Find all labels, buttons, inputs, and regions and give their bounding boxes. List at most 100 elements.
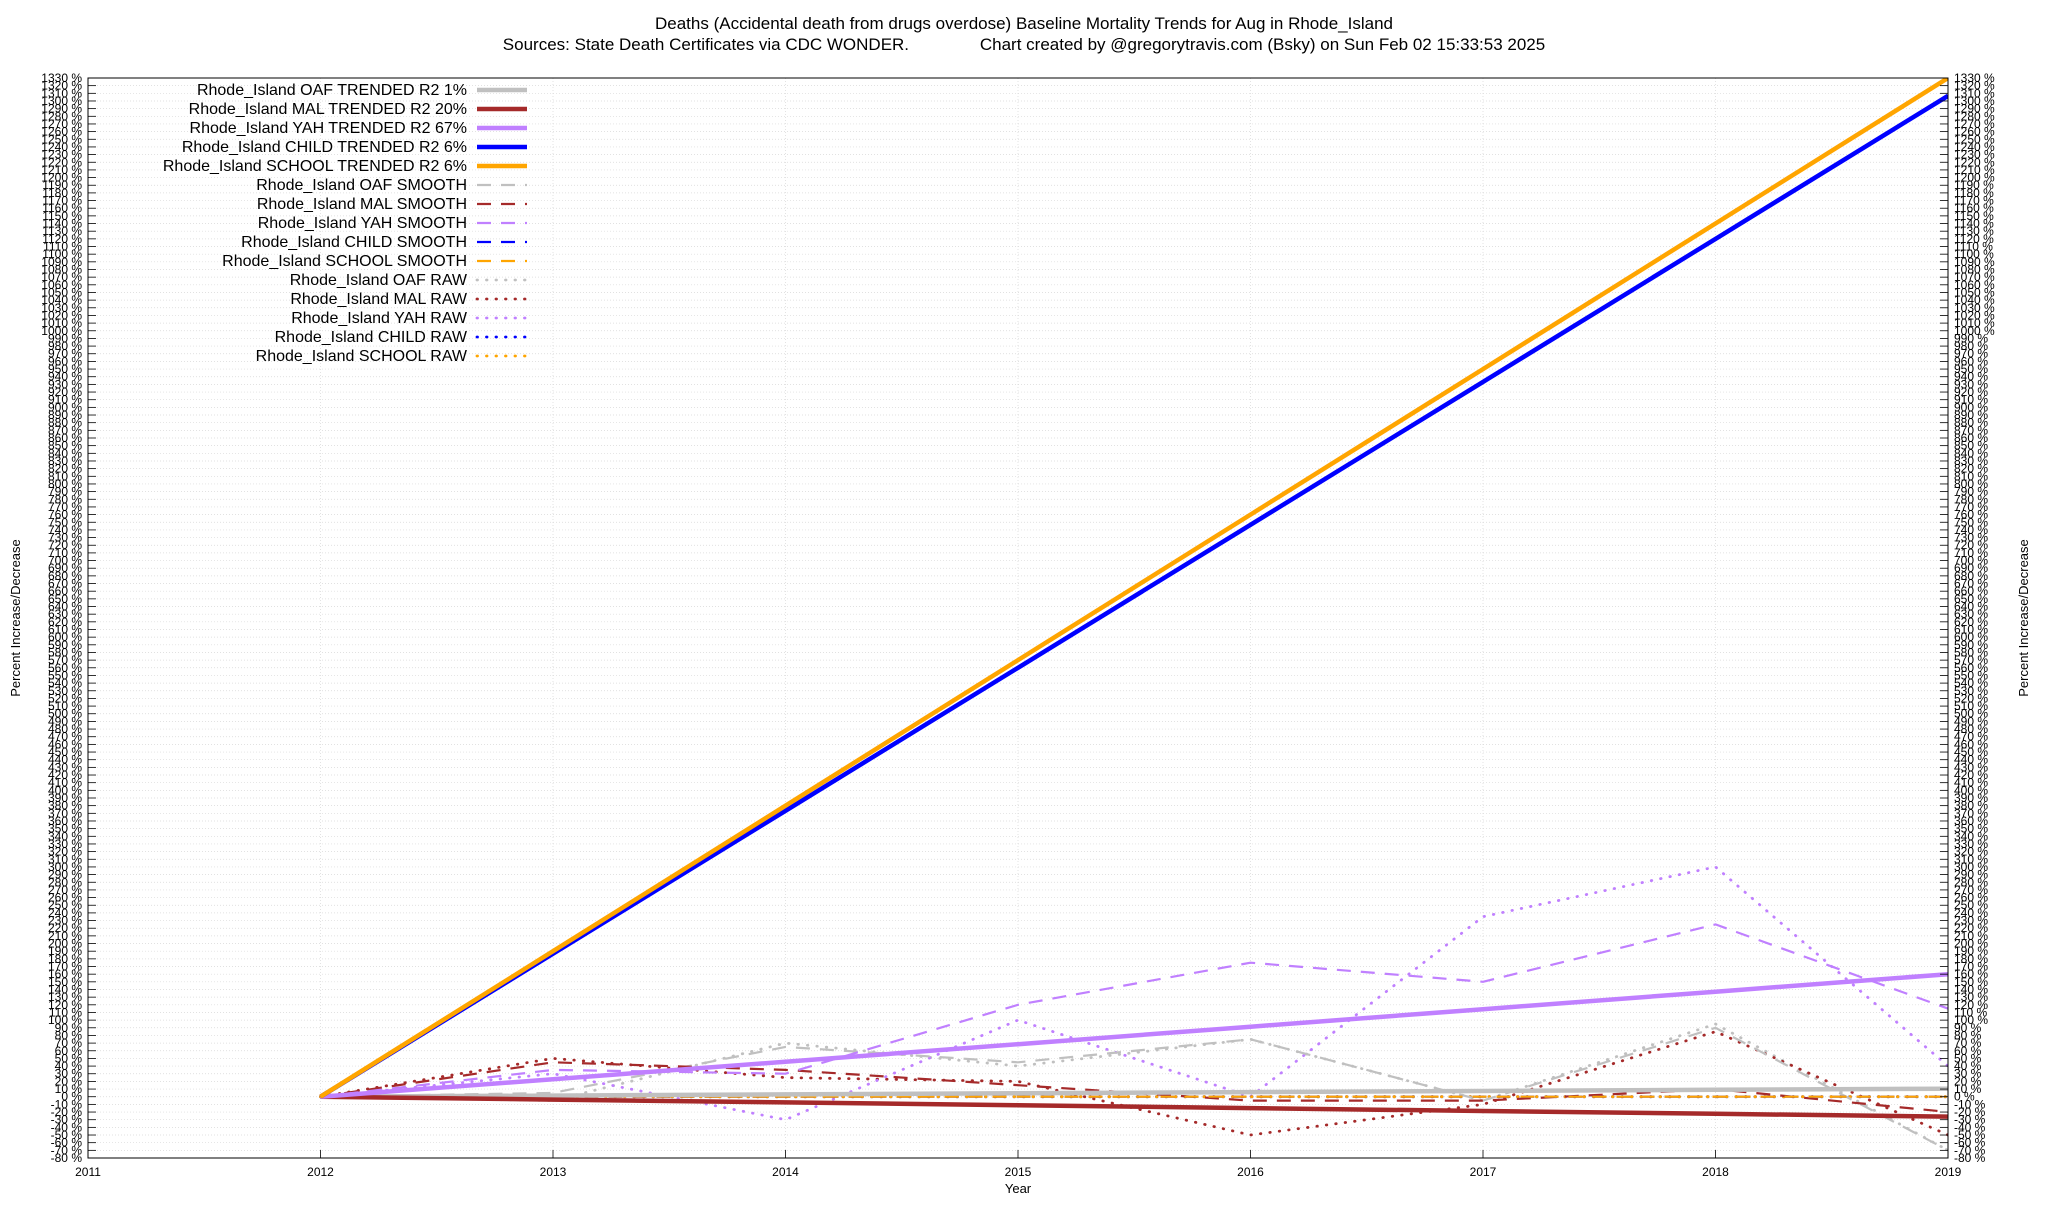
y-tick-label: 690 % <box>48 561 82 575</box>
y-tick-label: 500 % <box>48 707 82 721</box>
y2-tick-label: 100 % <box>1954 1013 1988 1027</box>
y-tick-label: 950 % <box>48 362 82 376</box>
y2-tick-label: 1110 % <box>1954 240 1993 254</box>
y-tick-label: 700 % <box>48 554 82 568</box>
y2-tick-label: 1290 % <box>1954 102 1995 116</box>
y2-tick-label: 180 % <box>1954 952 1988 966</box>
y2-tick-label: 40 % <box>1954 1059 1982 1073</box>
y2-tick-label: 930 % <box>1954 377 1988 391</box>
y2-tick-label: 480 % <box>1954 722 1988 736</box>
y2-tick-label: 1210 % <box>1954 163 1995 177</box>
y2-tick-label: 800 % <box>1954 477 1988 491</box>
y2-tick-label: 60 % <box>1954 1044 1982 1058</box>
y-tick-label: 1300 % <box>41 94 82 108</box>
y2-tick-label: 450 % <box>1954 745 1988 759</box>
y2-tick-label: -70 % <box>1954 1143 1986 1157</box>
y2-tick-label: 900 % <box>1954 400 1988 414</box>
y-tick-label: 290 % <box>48 868 82 882</box>
y2-tick-label: 1300 % <box>1954 94 1995 108</box>
y-tick-label: 710 % <box>48 546 82 560</box>
y2-tick-label: 90 % <box>1954 1021 1982 1035</box>
y-tick-label: -10 % <box>51 1097 83 1111</box>
y-axis-title: Percent Increase/Decrease <box>8 539 23 697</box>
y-tick-label: 250 % <box>48 898 82 912</box>
y-tick-label: 550 % <box>48 668 82 682</box>
y-tick-label: 840 % <box>48 446 82 460</box>
y2-tick-label: 1180 % <box>1954 186 1994 200</box>
x-tick-label: 2013 <box>540 1165 567 1179</box>
y2-tick-label: 410 % <box>1954 776 1988 790</box>
y-tick-label: 440 % <box>48 753 82 767</box>
y2-tick-label: 600 % <box>1954 630 1988 644</box>
y2-tick-label: 1330 % <box>1954 71 1995 85</box>
y2-tick-label: 1200 % <box>1954 171 1995 185</box>
y-tick-label: 390 % <box>48 791 82 805</box>
y2-tick-label: 1020 % <box>1954 308 1995 322</box>
y-tick-label: 880 % <box>48 416 82 430</box>
y2-tick-label: 270 % <box>1954 883 1988 897</box>
y2-tick-label: -20 % <box>1954 1105 1986 1119</box>
y-tick-label: 780 % <box>48 492 82 506</box>
y2-tick-label: 940 % <box>1954 370 1988 384</box>
y2-tick-label: 0 % <box>1954 1090 1975 1104</box>
y-tick-label: 830 % <box>48 454 82 468</box>
y-tick-label: 1210 % <box>41 163 82 177</box>
y2-tick-label: 740 % <box>1954 523 1988 537</box>
y2-tick-label: 1160 % <box>1954 201 1994 215</box>
y-tick-label: 1090 % <box>41 255 82 269</box>
x-tick-label: 2014 <box>772 1165 799 1179</box>
y2-tick-label: 1270 % <box>1954 117 1995 131</box>
y2-tick-label: 970 % <box>1954 347 1988 361</box>
y-tick-label: 270 % <box>48 883 82 897</box>
y-tick-label: 490 % <box>48 714 82 728</box>
y2-tick-label: 980 % <box>1954 339 1988 353</box>
y-tick-label: 680 % <box>48 569 82 583</box>
y-tick-label: 100 % <box>48 1013 82 1027</box>
y2-tick-label: 470 % <box>1954 730 1988 744</box>
y-tick-label: 310 % <box>48 852 82 866</box>
y2-axis-title: Percent Increase/Decrease <box>2016 539 2031 697</box>
y-axis-left: -80 %-70 %-60 %-50 %-40 %-30 %-20 %-10 %… <box>41 71 96 1165</box>
y-tick-label: 1170 % <box>42 194 82 208</box>
y2-tick-label: 150 % <box>1954 975 1988 989</box>
y2-tick-label: 280 % <box>1954 875 1988 889</box>
y2-tick-label: 640 % <box>1954 600 1988 614</box>
y-tick-label: 1260 % <box>41 125 82 139</box>
series-line-3 <box>319 93 1948 1099</box>
y-tick-label: 510 % <box>48 699 82 713</box>
y2-tick-label: 230 % <box>1954 914 1988 928</box>
y-tick-label: 580 % <box>48 645 82 659</box>
series-line-4 <box>319 78 1948 1099</box>
y-tick-label: 360 % <box>48 814 82 828</box>
y-tick-label: 1180 % <box>42 186 82 200</box>
legend-label: Rhode_Island YAH RAW <box>291 310 468 327</box>
y2-tick-label: 590 % <box>1954 638 1988 652</box>
x-axis-title: Year <box>1005 1181 1032 1196</box>
y2-tick-label: -30 % <box>1954 1113 1986 1127</box>
y-tick-label: 10 % <box>55 1082 83 1096</box>
y-tick-label: -60 % <box>51 1136 83 1150</box>
y2-tick-label: 310 % <box>1954 852 1988 866</box>
y2-tick-label: 1190 % <box>1954 178 1994 192</box>
y-tick-label: 630 % <box>48 607 82 621</box>
series-line-0 <box>320 1086 1948 1099</box>
y2-tick-label: 520 % <box>1954 691 1988 705</box>
y-tick-label: 1200 % <box>41 171 82 185</box>
y2-tick-label: 170 % <box>1954 960 1988 974</box>
y2-tick-label: 260 % <box>1954 891 1988 905</box>
y2-tick-label: 770 % <box>1954 500 1988 514</box>
y2-tick-label: 240 % <box>1954 906 1988 920</box>
y-tick-label: 570 % <box>48 653 82 667</box>
y-tick-label: 240 % <box>48 906 82 920</box>
y2-tick-label: 1140 % <box>1954 217 1994 231</box>
x-tick-label: 2015 <box>1005 1165 1032 1179</box>
y-tick-label: 150 % <box>48 975 82 989</box>
y-tick-label: 1220 % <box>41 155 82 169</box>
y2-tick-label: 680 % <box>1954 569 1988 583</box>
y-tick-label: 470 % <box>48 730 82 744</box>
y2-tick-label: 1080 % <box>1954 262 1995 276</box>
y-tick-label: 380 % <box>48 799 82 813</box>
series-line-12 <box>319 865 1948 1122</box>
series-line-7 <box>320 923 1948 1098</box>
